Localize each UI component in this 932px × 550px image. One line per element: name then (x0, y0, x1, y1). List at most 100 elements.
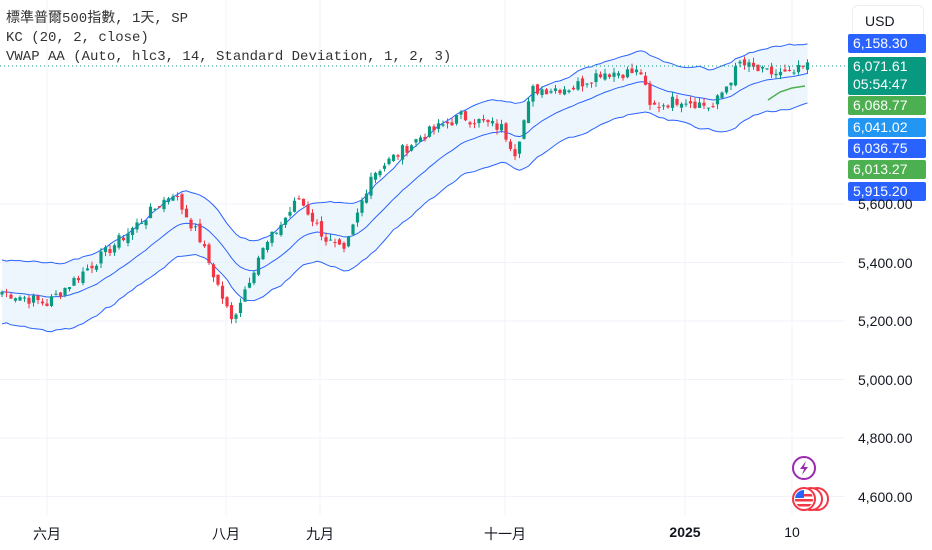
countdown-timer: 05:54:47 (853, 76, 908, 92)
candle-body (580, 78, 585, 87)
candle-body (130, 227, 135, 235)
candle-body (396, 155, 400, 157)
candle-body (634, 69, 639, 73)
lightning-icon[interactable] (791, 455, 817, 481)
candle-body (738, 61, 742, 64)
candle-body (333, 242, 337, 244)
candle-body (166, 198, 171, 203)
candle-body (369, 176, 373, 196)
candle-body (261, 248, 265, 260)
candle-body (171, 196, 175, 201)
candle-body (36, 295, 40, 301)
candle-body (697, 102, 702, 108)
candle-body (558, 89, 562, 94)
candle-body (562, 89, 567, 95)
candle-body (157, 206, 162, 208)
candle-body (13, 298, 18, 301)
candle-body (288, 211, 292, 216)
candle-body (544, 89, 549, 95)
candle-body (445, 121, 450, 124)
candle-body (211, 264, 216, 278)
candle-body (9, 294, 13, 299)
price-axis-label: 4,800.00 (858, 430, 913, 446)
candle-body (324, 237, 328, 242)
candle-body (675, 98, 679, 105)
price-tag-value: 6,036.75 (853, 140, 908, 156)
candle-body (108, 249, 112, 254)
kc-indicator-label[interactable]: KC (20, 2, close) (6, 30, 149, 46)
candle-body (382, 165, 387, 169)
candle-body (490, 121, 495, 124)
candle-body (508, 141, 513, 149)
candle-body (247, 282, 252, 288)
symbol-title[interactable]: 標準普爾500指數, 1天, SP (6, 11, 189, 27)
candle-body (670, 96, 675, 108)
candle-body (279, 224, 283, 236)
candle-body (202, 244, 207, 247)
candle-body (81, 271, 85, 283)
candle-body (180, 194, 184, 210)
candle-body (54, 293, 58, 295)
candle-body (553, 88, 558, 91)
candle-body (414, 139, 418, 143)
candle-body (585, 83, 589, 85)
candle-body (616, 73, 621, 76)
candle-body (792, 72, 796, 74)
candle-body (729, 82, 733, 86)
candle-body (481, 118, 486, 121)
candle-body (391, 154, 396, 161)
candle-body (310, 212, 315, 222)
us-flag-events-icon[interactable] (791, 485, 831, 513)
candle-body (225, 297, 229, 307)
candle-body (625, 69, 630, 78)
price-tag: 6,068.77 (848, 96, 926, 115)
candle-body (612, 72, 616, 77)
candle-body (607, 74, 612, 77)
candle-body (567, 90, 571, 93)
currency-button[interactable]: USD (852, 5, 924, 37)
candle-body (724, 86, 729, 93)
candle-body (355, 212, 360, 223)
candle-body (454, 115, 459, 124)
candle-body (378, 171, 382, 176)
candle-body (693, 101, 697, 108)
candle-body (301, 198, 306, 206)
price-tag-value: 5,915.20 (853, 183, 908, 199)
candle-body (441, 124, 445, 126)
candle-body (306, 204, 310, 215)
candle-body (58, 292, 63, 297)
candle-body (513, 149, 517, 157)
candle-body (679, 103, 684, 108)
candle-body (661, 105, 666, 107)
candle-body (621, 74, 625, 79)
candle-body (99, 251, 103, 264)
candle-body (351, 224, 355, 235)
candle-body (549, 91, 553, 93)
candle-body (499, 124, 504, 131)
candle-body (360, 200, 364, 213)
candle-body (630, 68, 634, 73)
candle-body (742, 59, 747, 66)
candle-body (477, 119, 481, 124)
price-tag-value: 6,013.27 (853, 161, 908, 177)
kc-band-fill (2, 43, 808, 332)
candle-body (436, 123, 441, 129)
candle-body (801, 65, 805, 67)
candle-body (328, 239, 333, 241)
candle-body (472, 123, 477, 125)
candle-body (346, 236, 351, 247)
candle-body (22, 297, 27, 299)
candle-body (265, 241, 270, 250)
candle-body (603, 73, 607, 80)
chart-legend: 標準普爾500指數, 1天, SP KC (20, 2, close) VWAP… (6, 10, 451, 67)
candle-body (364, 193, 369, 203)
candle-body (805, 62, 810, 70)
price-tag-value: 6,041.02 (853, 119, 908, 135)
candle-body (666, 105, 670, 108)
candle-body (652, 102, 657, 105)
price-tag: 6,158.30 (848, 34, 926, 53)
vwap-indicator-label[interactable]: VWAP AA (Auto, hlc3, 14, Standard Deviat… (6, 49, 452, 65)
candle-body (252, 272, 256, 284)
candle-body (796, 65, 801, 73)
